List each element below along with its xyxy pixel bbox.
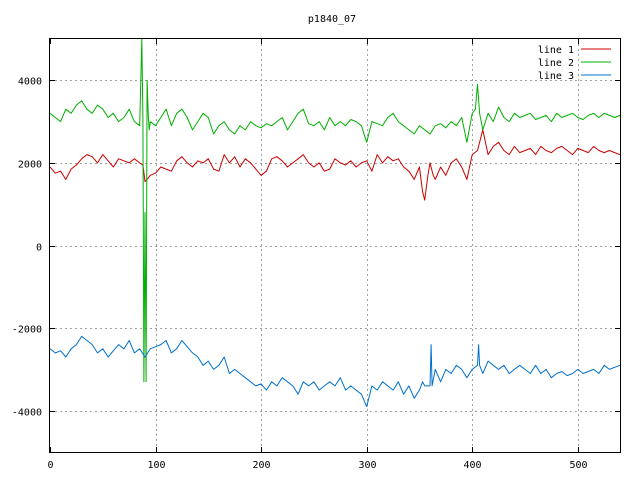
series-line-3 [50,335,620,408]
series-line-1 [50,129,620,201]
x-tick-label: 300 [358,460,376,471]
y-tick-label: 0 [36,243,42,254]
legend-label-2: line 2 [538,58,574,69]
chart-title: p1840_07 [308,14,356,25]
x-tick-label: 400 [463,460,481,471]
grid [50,39,620,452]
y-tick-label: 2000 [18,160,42,171]
legend-label-1: line 1 [538,45,574,56]
y-tick-label: -2000 [12,325,42,336]
series-line-2 [50,39,620,383]
x-tick-label: 200 [252,460,270,471]
plot-series [50,39,620,408]
axes: 0 100 200 300 400 500 -4000 -2000 0 2000 4000 [12,39,620,471]
plot-frame [49,38,621,453]
legend-label-3: line 3 [538,71,574,82]
x-tick-label: 100 [147,460,165,471]
legend: line 1 line 2 line 3 [538,45,611,82]
x-tick-label: 500 [569,460,587,471]
y-tick-label: 4000 [18,77,42,88]
y-tick-label: -4000 [12,408,42,419]
x-tick-label: 0 [47,460,53,471]
